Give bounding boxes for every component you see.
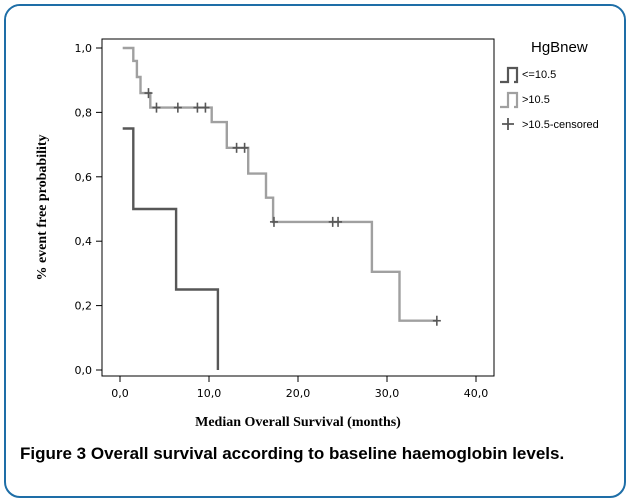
x-tick-label: 10,0 — [197, 387, 222, 400]
censor-mark — [240, 142, 249, 153]
censor-mark — [173, 102, 182, 113]
y-tick-label: 1,0 — [75, 42, 93, 55]
legend-swatch-step — [500, 91, 519, 109]
censor-mark — [201, 102, 210, 113]
survival-curve-1 — [122, 46, 437, 322]
censor-mark — [193, 102, 202, 113]
censor-mark — [334, 216, 343, 227]
legend-title: HgBnew — [531, 39, 588, 56]
series-layer — [122, 46, 441, 370]
x-axis-title: Median Overall Survival (months) — [195, 415, 401, 430]
x-tick-label: 40,0 — [464, 387, 489, 400]
y-axis-title: % event free probability — [35, 134, 50, 280]
survival-curve-0 — [122, 127, 220, 370]
legend-label: <=10.5 — [522, 69, 556, 81]
y-tick-label: 0,6 — [75, 171, 93, 184]
y-tick-label: 0,2 — [75, 300, 93, 313]
censor-mark — [432, 315, 441, 326]
x-tick-label: 20,0 — [286, 387, 311, 400]
figure-frame: 0,0 0,2 0,4 0,6 0,8 1,0 0,0 10,0 20,0 30,0 40,0 M… — [4, 4, 626, 498]
figure-caption: Figure 3 Overall survival according to b… — [20, 442, 615, 466]
x-tick-label: 0,0 — [111, 387, 129, 400]
legend: HgBnew <=10.5 >10.5 >10.5-censored — [500, 39, 599, 131]
censor-mark — [152, 102, 161, 113]
legend-swatch-step — [500, 66, 519, 84]
y-axis: 0,0 0,2 0,4 0,6 0,8 1,0 — [75, 42, 102, 377]
y-tick-label: 0,8 — [75, 106, 93, 119]
figure-caption-text: Overall survival according to baseline h… — [90, 444, 565, 463]
censor-mark — [232, 142, 241, 153]
x-tick-label: 30,0 — [375, 387, 400, 400]
legend-label: >10.5 — [522, 94, 550, 106]
censor-mark — [144, 88, 153, 99]
y-tick-label: 0,4 — [75, 235, 93, 248]
y-tick-label: 0,0 — [75, 364, 93, 377]
x-axis: 0,0 10,0 20,0 30,0 40,0 — [111, 376, 488, 400]
legend-label: >10.5-censored — [522, 119, 599, 131]
figure-label: Figure 3 — [20, 444, 87, 463]
survival-chart: 0,0 0,2 0,4 0,6 0,8 1,0 0,0 10,0 20,0 30,0 40,0 M… — [6, 6, 624, 436]
censor-mark — [269, 216, 278, 227]
